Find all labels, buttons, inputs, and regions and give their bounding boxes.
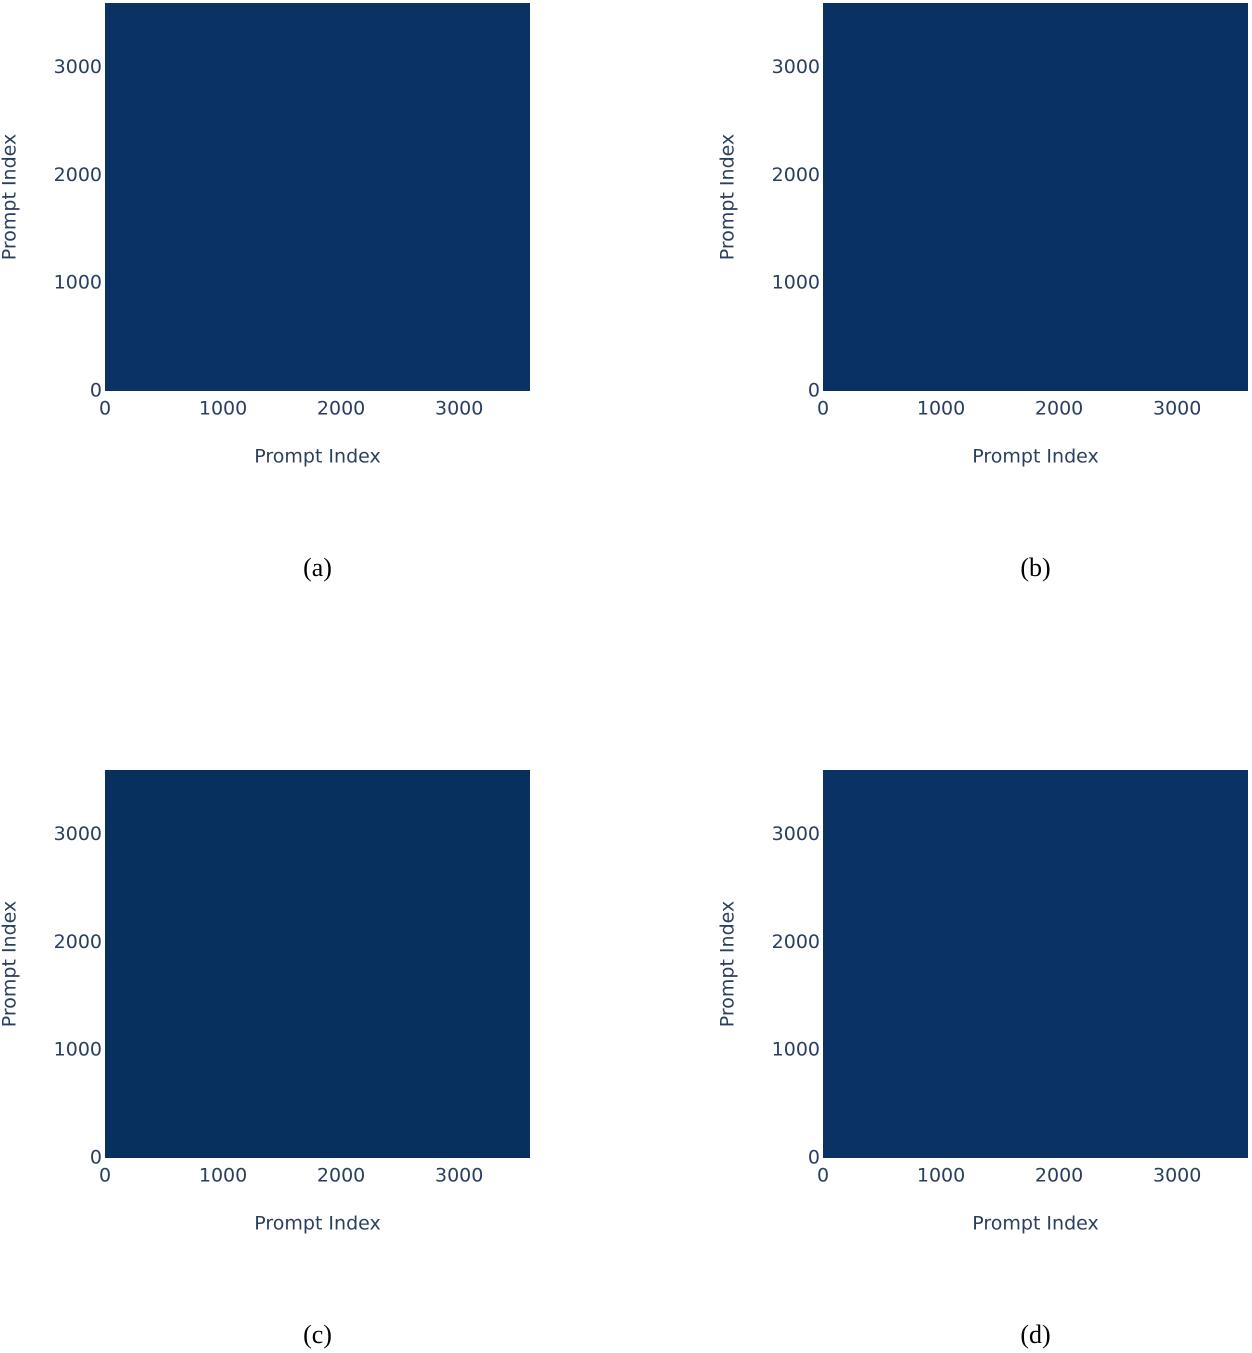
y-tick-label: 2000 xyxy=(772,164,820,186)
x-tick-label: 3000 xyxy=(1153,1165,1201,1187)
heatmap xyxy=(823,3,1248,391)
y-tick-label: 2000 xyxy=(54,931,102,953)
x-tick-label: 0 xyxy=(99,1165,111,1187)
y-tick-label: 3000 xyxy=(772,56,820,78)
x-tick-label: 2000 xyxy=(317,398,365,420)
y-tick-label: 0 xyxy=(90,1147,102,1169)
y-axis-title: Prompt Index xyxy=(0,901,21,1028)
x-tick-label: 0 xyxy=(817,1165,829,1187)
y-axis-title: Prompt Index xyxy=(0,134,21,261)
caption: (d) xyxy=(1020,1320,1050,1349)
x-axis-title: Prompt Index xyxy=(972,446,1099,468)
caption: (a) xyxy=(303,553,332,582)
y-tick-label: 1000 xyxy=(54,272,102,294)
x-axis-title: Prompt Index xyxy=(254,1213,381,1235)
x-axis-title: Prompt Index xyxy=(254,446,381,468)
x-tick-label: 0 xyxy=(817,398,829,420)
x-tick-label: 1000 xyxy=(199,398,247,420)
x-tick-label: 2000 xyxy=(317,1165,365,1187)
y-axis-title: Prompt Index xyxy=(717,901,739,1028)
y-tick-label: 1000 xyxy=(54,1039,102,1061)
x-tick-label: 0 xyxy=(99,398,111,420)
caption: (c) xyxy=(303,1320,332,1349)
y-tick-label: 2000 xyxy=(54,164,102,186)
x-tick-label: 3000 xyxy=(1153,398,1201,420)
x-axis-title: Prompt Index xyxy=(972,1213,1099,1235)
x-tick-label: 1000 xyxy=(917,1165,965,1187)
y-tick-label: 0 xyxy=(808,1147,820,1169)
x-tick-label: 3000 xyxy=(435,1165,483,1187)
heatmap xyxy=(105,3,530,391)
heatmap xyxy=(105,770,530,1158)
y-tick-label: 1000 xyxy=(772,1039,820,1061)
x-tick-label: 3000 xyxy=(435,398,483,420)
y-tick-label: 0 xyxy=(808,380,820,402)
caption: (b) xyxy=(1020,553,1050,582)
x-tick-label: 1000 xyxy=(199,1165,247,1187)
heatmap xyxy=(823,770,1248,1158)
x-tick-label: 1000 xyxy=(917,398,965,420)
y-tick-label: 3000 xyxy=(54,56,102,78)
y-tick-label: 0 xyxy=(90,380,102,402)
y-tick-label: 3000 xyxy=(772,823,820,845)
x-tick-label: 2000 xyxy=(1035,398,1083,420)
x-tick-label: 2000 xyxy=(1035,1165,1083,1187)
y-axis-title: Prompt Index xyxy=(717,134,739,261)
y-tick-label: 2000 xyxy=(772,931,820,953)
y-tick-label: 1000 xyxy=(772,272,820,294)
y-tick-label: 3000 xyxy=(54,823,102,845)
